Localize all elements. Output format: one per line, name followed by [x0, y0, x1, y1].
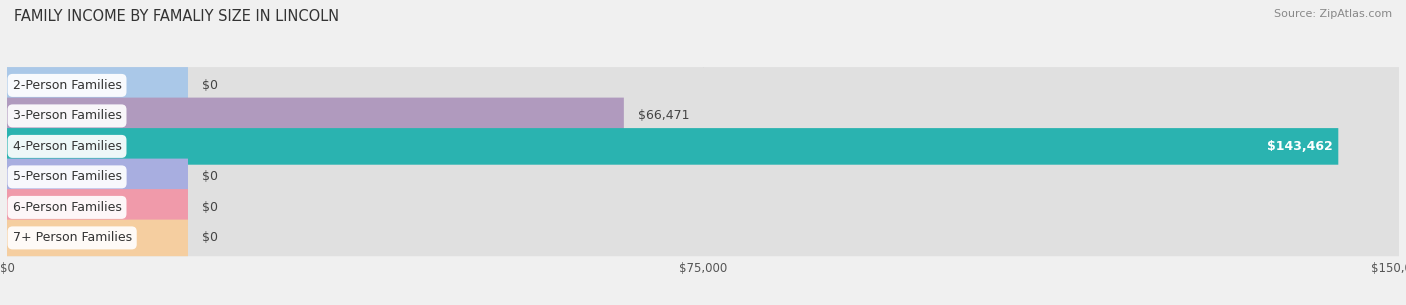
FancyBboxPatch shape [7, 67, 188, 104]
FancyBboxPatch shape [7, 128, 1339, 165]
Text: 2-Person Families: 2-Person Families [13, 79, 121, 92]
Text: Source: ZipAtlas.com: Source: ZipAtlas.com [1274, 9, 1392, 19]
Text: 3-Person Families: 3-Person Families [13, 109, 121, 122]
Text: $0: $0 [202, 201, 218, 214]
Text: $0: $0 [202, 231, 218, 244]
Text: $0: $0 [202, 170, 218, 183]
Text: $0: $0 [202, 79, 218, 92]
FancyBboxPatch shape [7, 98, 1399, 134]
FancyBboxPatch shape [7, 128, 1399, 165]
Text: $143,462: $143,462 [1267, 140, 1333, 153]
FancyBboxPatch shape [7, 189, 1399, 226]
FancyBboxPatch shape [7, 67, 1399, 104]
FancyBboxPatch shape [7, 159, 188, 195]
FancyBboxPatch shape [7, 159, 1399, 195]
Text: FAMILY INCOME BY FAMALIY SIZE IN LINCOLN: FAMILY INCOME BY FAMALIY SIZE IN LINCOLN [14, 9, 339, 24]
FancyBboxPatch shape [7, 220, 1399, 256]
Text: 6-Person Families: 6-Person Families [13, 201, 121, 214]
Text: 5-Person Families: 5-Person Families [13, 170, 121, 183]
FancyBboxPatch shape [7, 98, 624, 134]
Text: 7+ Person Families: 7+ Person Families [13, 231, 132, 244]
Text: $66,471: $66,471 [638, 109, 689, 122]
FancyBboxPatch shape [7, 220, 188, 256]
FancyBboxPatch shape [7, 189, 188, 226]
Text: 4-Person Families: 4-Person Families [13, 140, 121, 153]
